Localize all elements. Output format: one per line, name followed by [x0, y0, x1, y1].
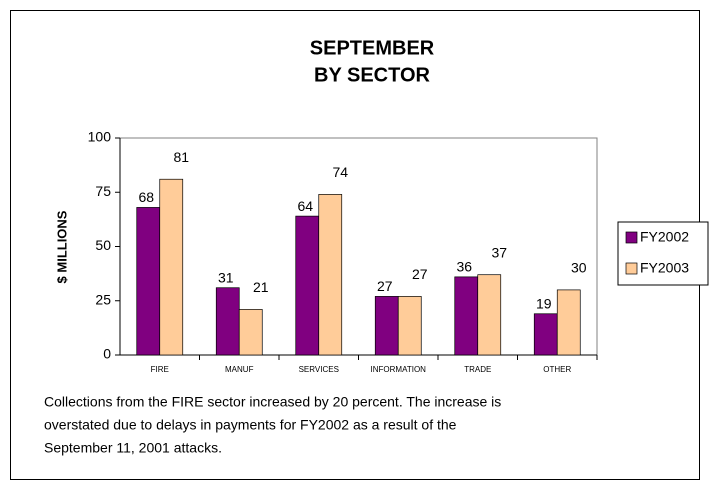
x-tick-label: FIRE: [151, 365, 169, 374]
data-label: 27: [412, 266, 428, 282]
bar: [159, 178, 184, 356]
data-label: 37: [491, 244, 507, 260]
x-tick-label: INFORMATION: [371, 365, 427, 374]
data-label: 19: [536, 295, 552, 311]
y-tick-label: 100: [88, 129, 112, 145]
caption: overstated due to delays in payments for…: [44, 417, 457, 433]
x-tick-label: OTHER: [543, 365, 571, 374]
data-label: 36: [456, 259, 472, 275]
legend-label: FY2002: [640, 229, 689, 245]
data-label: 21: [253, 279, 269, 295]
y-tick-label: 50: [95, 237, 111, 253]
data-label: 27: [377, 278, 393, 294]
data-label: 68: [138, 189, 154, 205]
bar: [397, 296, 422, 356]
data-label: 31: [218, 269, 234, 285]
bar: [318, 194, 343, 356]
caption: September 11, 2001 attacks.: [44, 440, 222, 456]
plot-area: [119, 137, 598, 356]
bar: [374, 296, 399, 356]
y-tick-label: 0: [103, 346, 111, 362]
y-tick-label: 75: [95, 183, 111, 199]
bar: [477, 274, 502, 356]
data-label: 64: [297, 198, 313, 214]
data-label: 30: [571, 260, 587, 276]
legend-swatch: [625, 262, 638, 275]
bar: [556, 289, 581, 356]
data-label: 81: [173, 149, 189, 165]
data-label: 74: [332, 164, 348, 180]
y-tick-label: 25: [95, 291, 111, 307]
bar: [238, 309, 263, 356]
chart-title: SEPTEMBER: [310, 37, 435, 59]
caption: Collections from the FIRE sector increas…: [44, 394, 501, 410]
legend-swatch: [625, 231, 638, 244]
bar: [215, 287, 240, 356]
x-tick-label: TRADE: [464, 365, 491, 374]
x-tick-label: MANUF: [225, 365, 254, 374]
y-axis-label: $ MILLIONS: [54, 210, 69, 283]
chart-title: BY SECTOR: [314, 64, 431, 86]
x-tick-label: SERVICES: [299, 365, 339, 374]
bar: [295, 215, 320, 356]
legend-label: FY2003: [640, 260, 689, 276]
bar: [454, 276, 479, 356]
bar: [533, 313, 558, 356]
bar: [136, 207, 161, 356]
